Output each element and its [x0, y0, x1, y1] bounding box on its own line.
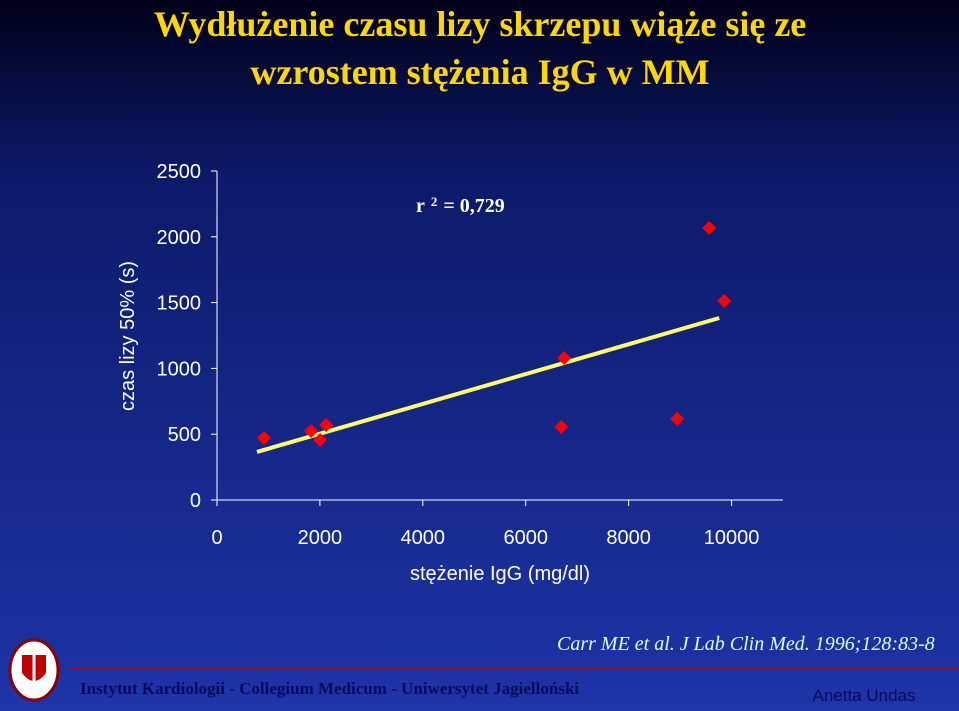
y-tick-label: 2500 — [157, 161, 202, 183]
data-point — [319, 417, 334, 432]
y-tick-label: 500 — [168, 424, 201, 446]
x-axis-label: stężenie IgG (mg/dl) — [410, 563, 590, 585]
x-tick-label: 2000 — [298, 527, 343, 549]
x-tick-label: 6000 — [503, 527, 548, 549]
y-tick-label: 1000 — [157, 358, 202, 380]
title-line: Wydłużenie czasu lizy skrzepu wiąże się … — [154, 4, 807, 44]
title-line: wzrostem stężenia IgG w MM — [250, 52, 709, 92]
x-tick-label: 8000 — [606, 527, 651, 549]
annotation: r 2 = 0,729 — [416, 194, 505, 217]
y-axis-label: czas lizy 50% (s) — [117, 261, 139, 411]
institution: Instytut Kardiologii - Collegium Medicum… — [80, 679, 579, 698]
data-point — [717, 294, 732, 309]
annotation-value: = 0,729 — [443, 195, 504, 217]
y-tick-label: 2000 — [157, 227, 202, 249]
author: Anetta Undas — [812, 686, 915, 705]
y-tick-label: 1500 — [157, 293, 202, 315]
data-point — [554, 419, 569, 434]
x-tick-label: 4000 — [401, 527, 446, 549]
citation: Carr ME et al. J Lab Clin Med. 1996;128:… — [557, 633, 935, 655]
data-point — [670, 411, 685, 426]
y-tick-label: 0 — [190, 490, 201, 512]
data-point — [304, 424, 319, 439]
x-tick-label: 0 — [211, 527, 222, 549]
annotation-base: r — [416, 195, 425, 217]
logo — [8, 638, 60, 702]
data-point — [313, 432, 328, 447]
data-point — [257, 431, 272, 446]
x-tick-label: 10000 — [704, 527, 760, 549]
annotation-superscript: 2 — [431, 194, 438, 209]
data-point — [702, 220, 717, 235]
data-point — [557, 351, 572, 366]
trend-line — [256, 316, 720, 454]
